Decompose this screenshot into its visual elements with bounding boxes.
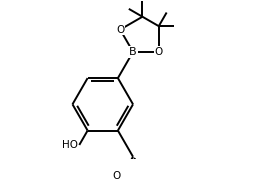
Text: HO: HO [62,140,78,150]
Text: B: B [129,47,137,57]
Text: O: O [116,25,124,35]
Text: O: O [112,171,121,180]
Text: O: O [155,47,163,57]
